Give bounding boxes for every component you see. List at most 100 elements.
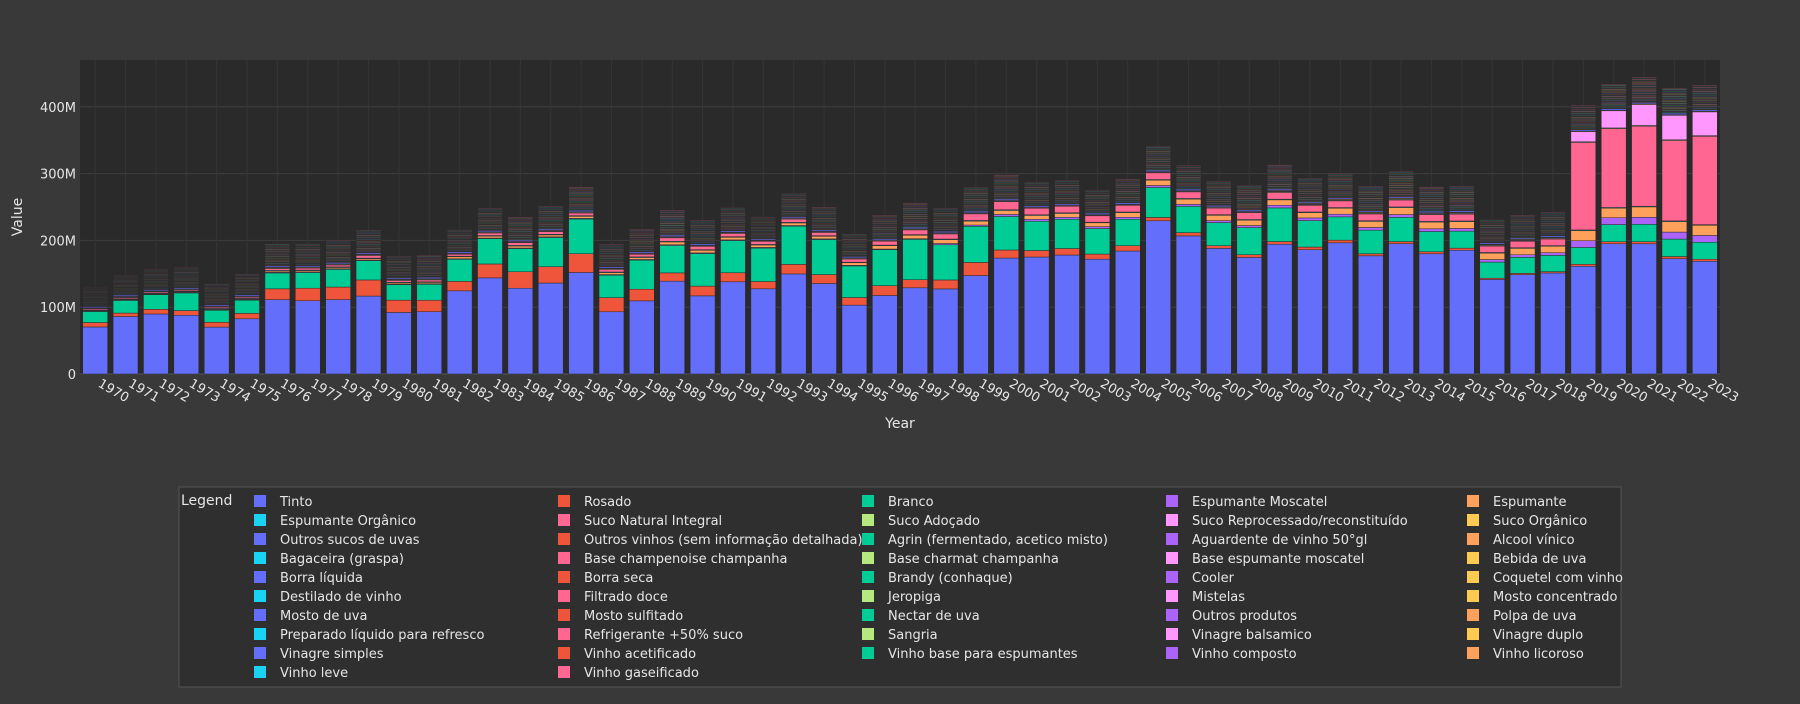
bar-segment[interactable] bbox=[1054, 219, 1080, 249]
legend-item[interactable]: Borra seca bbox=[558, 571, 653, 586]
bar-segment[interactable] bbox=[1297, 178, 1323, 180]
legend-item[interactable]: Destilado de vinho bbox=[254, 590, 402, 605]
bar-segment[interactable] bbox=[841, 233, 868, 235]
bar-segment[interactable] bbox=[1449, 186, 1475, 188]
bar-segment[interactable] bbox=[1023, 215, 1050, 220]
bar-segment[interactable] bbox=[1601, 243, 1627, 375]
bar-segment[interactable] bbox=[1479, 219, 1505, 221]
bar-segment[interactable] bbox=[568, 216, 594, 219]
bar-segment[interactable] bbox=[689, 253, 716, 287]
bar-segment[interactable] bbox=[477, 263, 503, 279]
bar-segment[interactable] bbox=[1661, 221, 1688, 233]
legend-item[interactable]: Bagaceira (graspa) bbox=[254, 552, 404, 567]
bar-segment[interactable] bbox=[598, 244, 625, 246]
bar-segment[interactable] bbox=[1115, 212, 1141, 218]
bar-segment[interactable] bbox=[659, 245, 685, 274]
bar-segment[interactable] bbox=[1661, 238, 1688, 257]
bar-segment[interactable] bbox=[1175, 191, 1202, 199]
bar-segment[interactable] bbox=[1661, 256, 1688, 259]
bar-segment[interactable] bbox=[203, 322, 230, 328]
bar-segment[interactable] bbox=[1631, 77, 1657, 79]
legend-item[interactable]: Vinho leve bbox=[254, 666, 348, 681]
bar-segment[interactable] bbox=[1327, 207, 1354, 215]
bar-segment[interactable] bbox=[264, 272, 291, 290]
bar-segment[interactable] bbox=[1206, 207, 1232, 215]
legend-item[interactable]: Espumante Orgânico bbox=[254, 514, 416, 529]
legend-item[interactable]: Vinho licoroso bbox=[1467, 647, 1584, 662]
bar-segment[interactable] bbox=[659, 237, 685, 242]
bar-segment[interactable] bbox=[416, 279, 442, 283]
bar-segment[interactable] bbox=[781, 273, 807, 375]
bar-segment[interactable] bbox=[1692, 85, 1718, 87]
bar-segment[interactable] bbox=[1023, 256, 1050, 375]
bar-segment[interactable] bbox=[1601, 241, 1627, 245]
bar-segment[interactable] bbox=[1570, 230, 1597, 241]
bar-segment[interactable] bbox=[750, 244, 777, 248]
bar-segment[interactable] bbox=[1631, 241, 1657, 245]
bar-segment[interactable] bbox=[1661, 115, 1688, 141]
bar-segment[interactable] bbox=[1266, 204, 1293, 209]
bar-segment[interactable] bbox=[234, 318, 260, 375]
bar-segment[interactable] bbox=[902, 239, 928, 280]
legend-item[interactable]: Borra líquida bbox=[254, 571, 363, 586]
bar-segment[interactable] bbox=[963, 262, 989, 276]
bar-segment[interactable] bbox=[1297, 212, 1323, 219]
bar-segment[interactable] bbox=[112, 274, 139, 276]
bar-segment[interactable] bbox=[841, 297, 868, 306]
bar-segment[interactable] bbox=[446, 290, 473, 375]
bar-segment[interactable] bbox=[1692, 258, 1718, 262]
bar-segment[interactable] bbox=[1570, 142, 1597, 231]
bar-segment[interactable] bbox=[1449, 249, 1475, 375]
bar-segment[interactable] bbox=[1692, 242, 1718, 260]
legend-item[interactable]: Suco Orgânico bbox=[1467, 514, 1587, 529]
bar-segment[interactable] bbox=[325, 240, 351, 242]
bar-segment[interactable] bbox=[932, 233, 959, 240]
bar-segment[interactable] bbox=[1145, 217, 1171, 222]
bar-segment[interactable] bbox=[1358, 253, 1384, 257]
bar-segment[interactable] bbox=[872, 245, 898, 250]
bar-segment[interactable] bbox=[507, 287, 534, 375]
bar-segment[interactable] bbox=[1297, 220, 1323, 248]
bar-segment[interactable] bbox=[1449, 247, 1475, 251]
legend-item[interactable]: Filtrado doce bbox=[558, 590, 668, 605]
bar-segment[interactable] bbox=[598, 311, 625, 375]
legend-item[interactable]: Espumante bbox=[1467, 495, 1566, 510]
bar-segment[interactable] bbox=[1601, 217, 1627, 225]
bar-segment[interactable] bbox=[781, 225, 807, 265]
bar-segment[interactable] bbox=[1115, 245, 1141, 252]
bar-segment[interactable] bbox=[173, 315, 199, 375]
bar-segment[interactable] bbox=[173, 292, 199, 311]
bar-segment[interactable] bbox=[1266, 164, 1293, 166]
bar-segment[interactable] bbox=[446, 229, 473, 231]
bar-segment[interactable] bbox=[386, 256, 412, 258]
legend-item[interactable]: Nectar de uva bbox=[862, 609, 980, 624]
legend-item[interactable]: Outros vinhos (sem informação detalhada) bbox=[558, 533, 863, 548]
legend-item[interactable]: Aguardente de vinho 50°gl bbox=[1166, 533, 1367, 548]
bar-segment[interactable] bbox=[659, 241, 685, 245]
bar-segment[interactable] bbox=[993, 174, 1019, 176]
bar-segment[interactable] bbox=[1570, 266, 1597, 375]
legend-item[interactable]: Suco Adoçado bbox=[862, 514, 980, 529]
bar-segment[interactable] bbox=[629, 300, 655, 375]
bar-segment[interactable] bbox=[446, 256, 473, 259]
bar-segment[interactable] bbox=[963, 275, 989, 375]
bar-segment[interactable] bbox=[1115, 178, 1141, 180]
bar-segment[interactable] bbox=[1266, 243, 1293, 375]
legend-item[interactable]: Espumante Moscatel bbox=[1166, 495, 1327, 510]
bar-segment[interactable] bbox=[1570, 105, 1597, 107]
bar-segment[interactable] bbox=[1631, 243, 1657, 375]
bar-segment[interactable] bbox=[1175, 232, 1202, 237]
bar-segment[interactable] bbox=[598, 297, 625, 313]
bar-segment[interactable] bbox=[1297, 205, 1323, 213]
bar-segment[interactable] bbox=[1601, 128, 1627, 208]
bar-segment[interactable] bbox=[841, 265, 868, 298]
legend-item[interactable]: Jeropiga bbox=[862, 590, 941, 605]
bar-segment[interactable] bbox=[538, 266, 564, 284]
bar-segment[interactable] bbox=[1236, 185, 1262, 187]
bar-segment[interactable] bbox=[1601, 83, 1627, 85]
bar-segment[interactable] bbox=[902, 202, 928, 204]
legend-item[interactable]: Vinagre balsamico bbox=[1166, 628, 1312, 643]
bar-segment[interactable] bbox=[234, 313, 260, 320]
legend-item[interactable]: Vinho composto bbox=[1166, 647, 1297, 662]
legend[interactable]: Legend Tinto Espumante Orgânico Outros suc… bbox=[178, 486, 1623, 688]
